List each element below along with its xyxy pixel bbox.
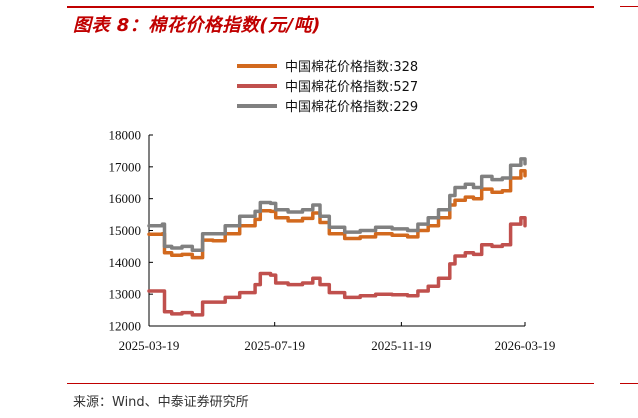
x-tick-label: 2025-03-19: [119, 338, 180, 353]
x-tick-label: 2026-03-19: [495, 338, 556, 353]
chart-series-layer: [147, 157, 527, 317]
footer-rule: [67, 383, 594, 384]
y-tick-label: 13000: [109, 287, 142, 302]
y-tick-label: 16000: [109, 191, 142, 206]
adjacent-panel-rule: [620, 6, 638, 7]
y-tick-label: 15000: [109, 223, 142, 238]
y-tick-label: 14000: [109, 255, 142, 270]
y-tick-label: 18000: [109, 128, 142, 143]
x-tick-label: 2025-11-19: [371, 338, 431, 353]
figure-title: 图表 8：棉花价格指数(元/吨): [73, 15, 321, 36]
x-tick-label: 2025-07-19: [244, 338, 305, 353]
series-line-2: [147, 216, 527, 317]
title-top-rule: [67, 6, 594, 8]
y-tick-label: 17000: [109, 159, 142, 174]
legend-label-3: 中国棉花价格指数:229: [285, 99, 418, 115]
chart-legend: 中国棉花价格指数:328 中国棉花价格指数:527 中国棉花价格指数:229: [237, 59, 418, 115]
y-tick-label: 12000: [109, 319, 142, 334]
series-line-3: [147, 157, 527, 252]
adjacent-panel-footer-rule: [620, 383, 638, 384]
chart-axes: 18000 17000 16000 15000 14000 13000 12000 2025-…: [109, 128, 556, 354]
source-note: 来源：Wind、中泰证券研究所: [73, 395, 249, 410]
legend-label-2: 中国棉花价格指数:527: [285, 79, 418, 95]
legend-label-1: 中国棉花价格指数:328: [285, 59, 418, 75]
